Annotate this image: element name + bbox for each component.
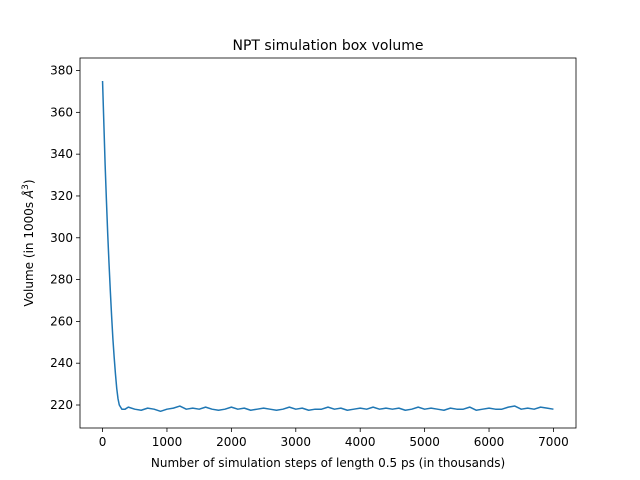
x-tick-label: 4000 xyxy=(345,435,376,449)
volume-series-line xyxy=(101,80,554,413)
y-axis-label-prefix: Volume (in 1000s xyxy=(22,198,36,307)
x-tick-label: 0 xyxy=(99,435,107,449)
y-tick-label: 220 xyxy=(50,398,73,412)
y-axis-label-unit: Å xyxy=(21,190,36,199)
y-tick-label: 260 xyxy=(50,314,73,328)
plot-area xyxy=(80,58,576,428)
y-tick-label: 340 xyxy=(50,147,73,161)
y-tick-label: 380 xyxy=(50,64,73,78)
x-tick-label: 6000 xyxy=(474,435,505,449)
y-axis-label-exponent: 3 xyxy=(21,184,31,190)
y-axis-ticks: 220 240 260 280 300 320 340 360 380 xyxy=(50,64,80,412)
y-tick-label: 300 xyxy=(50,231,73,245)
y-tick-label: 360 xyxy=(50,105,73,119)
x-tick-label: 5000 xyxy=(409,435,440,449)
plot-frame xyxy=(79,57,577,429)
x-axis-ticks: 0 1000 2000 3000 4000 5000 6000 7000 xyxy=(99,428,569,449)
y-axis-label-suffix: ) xyxy=(22,179,36,184)
y-tick-label: 320 xyxy=(50,189,73,203)
y-axis-label: Volume (in 1000s Å3) xyxy=(21,179,36,306)
x-tick-label: 1000 xyxy=(152,435,183,449)
y-tick-label: 280 xyxy=(50,273,73,287)
chart-title: NPT simulation box volume xyxy=(233,38,424,54)
y-tick-label: 240 xyxy=(50,356,73,370)
x-tick-label: 2000 xyxy=(216,435,247,449)
x-axis-label: Number of simulation steps of length 0.5… xyxy=(151,456,505,470)
x-tick-label: 7000 xyxy=(538,435,569,449)
x-tick-label: 3000 xyxy=(281,435,312,449)
